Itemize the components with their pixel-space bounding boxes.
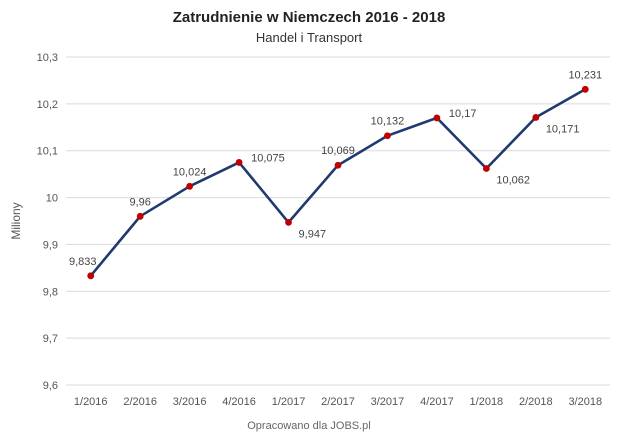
y-tick-label: 10,1 bbox=[37, 146, 58, 158]
data-label: 10,075 bbox=[251, 152, 285, 164]
data-point bbox=[384, 132, 391, 140]
data-point bbox=[334, 161, 342, 169]
data-label: 9,96 bbox=[129, 196, 150, 208]
data-labels: 9,833 9,96 10,024 10,075 9,947 10,069 10,132 10… bbox=[69, 69, 602, 267]
x-tick-label: 2/2018 bbox=[519, 396, 553, 408]
data-label: 10,062 bbox=[496, 175, 530, 187]
y-tick-label: 10,3 bbox=[37, 52, 58, 64]
x-tick-label: 4/2017 bbox=[420, 396, 454, 408]
y-axis-label: Miliony bbox=[9, 202, 23, 239]
x-tick-label: 3/2017 bbox=[371, 396, 405, 408]
data-label: 10,132 bbox=[371, 116, 405, 128]
source-note: Opracowano dla JOBS.pl bbox=[247, 420, 371, 432]
x-tick-label: 4/2016 bbox=[222, 396, 256, 408]
grid-lines bbox=[66, 56, 610, 386]
data-point bbox=[285, 219, 292, 226]
y-tick-label: 9,7 bbox=[43, 333, 58, 345]
x-axis-ticks: 1/2016 2/2016 3/2016 4/2016 1/2017 2/2017 3/20… bbox=[74, 396, 602, 408]
x-tick-label: 2/2017 bbox=[321, 396, 355, 408]
data-point bbox=[87, 272, 95, 280]
x-tick-label: 3/2016 bbox=[173, 396, 207, 408]
data-point bbox=[235, 159, 243, 166]
data-label: 9,947 bbox=[299, 228, 327, 240]
data-point bbox=[581, 85, 589, 93]
x-tick-label: 2/2016 bbox=[123, 396, 157, 408]
data-points bbox=[87, 85, 589, 280]
data-label: 10,231 bbox=[568, 69, 602, 81]
y-tick-label: 9,8 bbox=[43, 286, 58, 298]
data-point bbox=[186, 182, 194, 190]
chart-subtitle: Handel i Transport bbox=[256, 30, 363, 45]
data-point bbox=[136, 212, 144, 220]
data-label: 10,024 bbox=[173, 166, 207, 178]
y-tick-label: 9,6 bbox=[43, 380, 58, 392]
data-point bbox=[433, 114, 441, 122]
data-label: 10,069 bbox=[321, 145, 355, 157]
x-tick-label: 1/2016 bbox=[74, 396, 108, 408]
data-label: 9,833 bbox=[69, 256, 97, 268]
x-tick-label: 1/2018 bbox=[470, 396, 504, 408]
data-point bbox=[532, 114, 540, 121]
data-label: 10,171 bbox=[546, 123, 580, 135]
x-tick-label: 1/2017 bbox=[272, 396, 306, 408]
y-tick-label: 9,9 bbox=[43, 239, 58, 251]
y-tick-label: 10,2 bbox=[37, 99, 58, 111]
y-tick-label: 10 bbox=[46, 193, 58, 205]
y-axis-ticks: 9,6 9,7 9,8 9,9 10 10,1 10,2 10,3 bbox=[37, 52, 58, 392]
data-point bbox=[482, 165, 490, 172]
chart-title: Zatrudnienie w Niemczech 2016 - 2018 bbox=[173, 9, 446, 26]
data-label: 10,17 bbox=[449, 108, 477, 120]
x-tick-label: 3/2018 bbox=[568, 396, 602, 408]
